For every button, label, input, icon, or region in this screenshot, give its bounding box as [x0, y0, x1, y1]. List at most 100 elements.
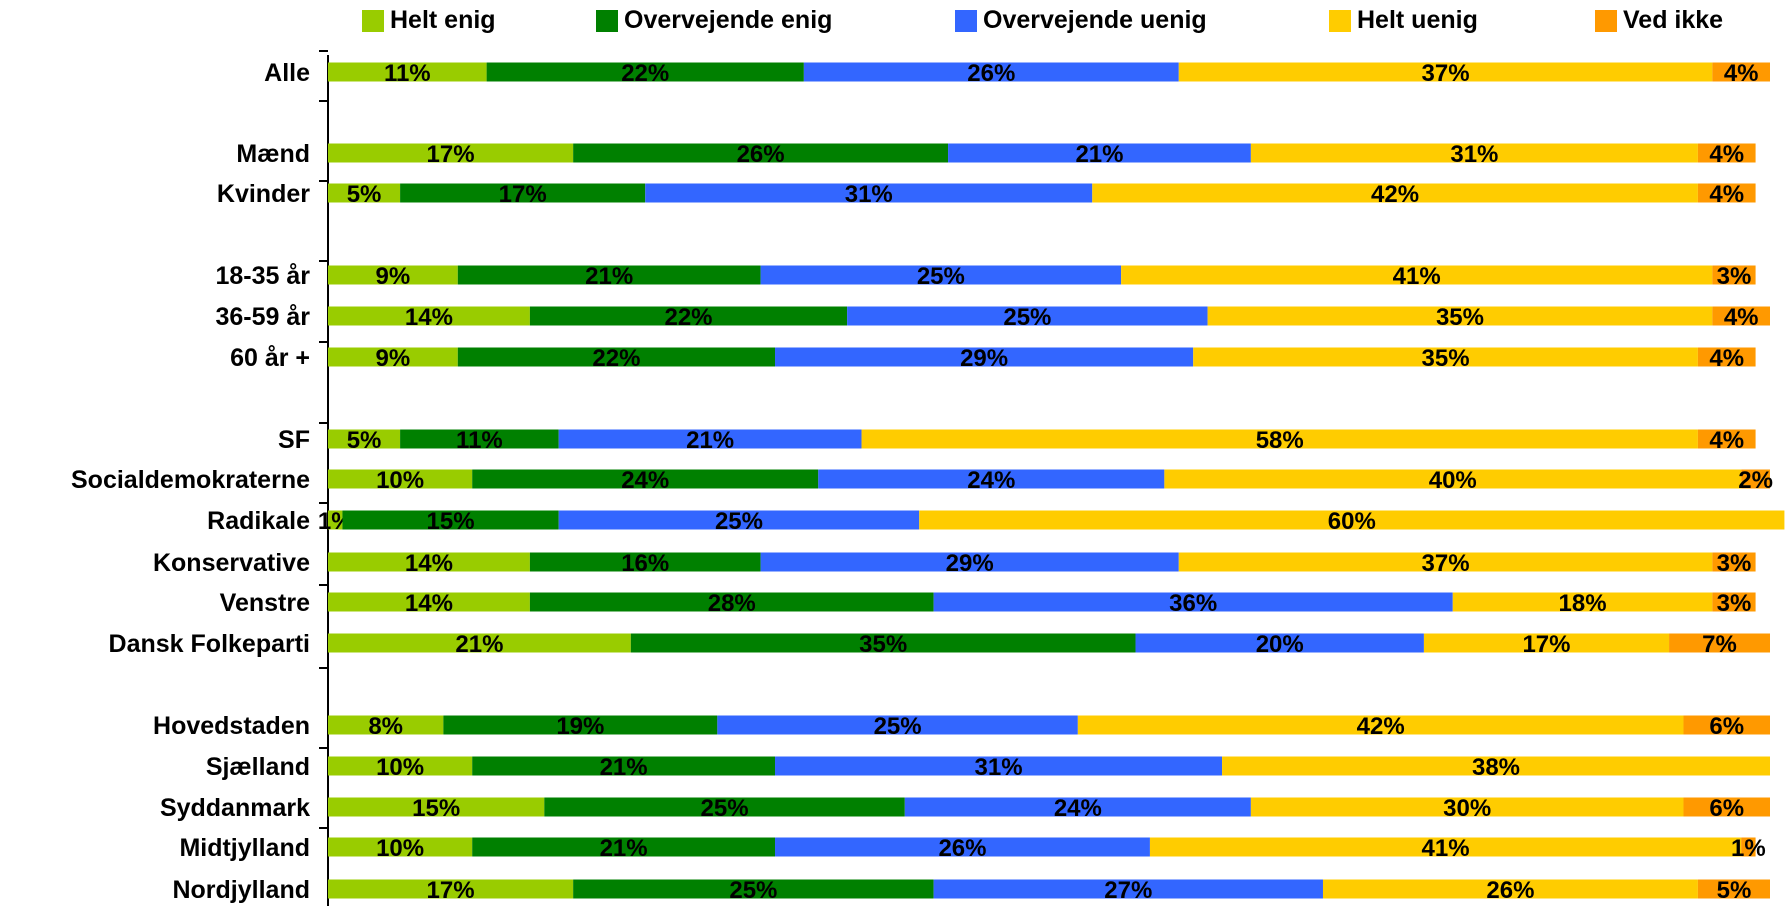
data-label: 6% — [1709, 713, 1744, 740]
legend-label: Overvejende uenig — [983, 6, 1207, 34]
bar-segment — [775, 837, 1150, 857]
bar-segment — [1135, 633, 1424, 653]
bar-segment — [1178, 62, 1713, 82]
data-label: 5% — [1717, 877, 1752, 904]
data-label: 3% — [1717, 550, 1752, 577]
data-label: 24% — [967, 467, 1015, 494]
legend-swatch — [1595, 9, 1617, 32]
data-label: 4% — [1724, 304, 1759, 331]
category-label: Midtjylland — [179, 834, 310, 862]
data-label: 35% — [859, 631, 907, 658]
data-label: 4% — [1709, 181, 1744, 208]
bar-segment — [328, 633, 631, 653]
data-label: 36% — [1169, 590, 1217, 617]
category-label: 18-35 år — [215, 262, 310, 290]
data-label: 25% — [729, 877, 777, 904]
data-label: 14% — [405, 590, 453, 617]
data-label: 42% — [1371, 181, 1419, 208]
data-label: 11% — [456, 427, 503, 454]
data-label: 7% — [1702, 631, 1737, 658]
category-label: Sjælland — [206, 753, 310, 781]
data-label: 35% — [1422, 345, 1470, 372]
data-label: 35% — [1436, 304, 1484, 331]
legend-label: Helt uenig — [1357, 6, 1478, 34]
data-label: 38% — [1472, 754, 1520, 781]
data-label: 42% — [1357, 713, 1405, 740]
data-label: 37% — [1422, 550, 1470, 577]
bar-segment — [760, 265, 1122, 285]
data-label: 10% — [376, 467, 424, 494]
data-label: 19% — [556, 713, 604, 740]
bar-segment — [717, 715, 1078, 735]
category-label: Syddanmark — [160, 794, 310, 822]
legend-item: Helt enig — [362, 6, 496, 35]
bar-segment — [1193, 347, 1698, 367]
data-label: 8% — [368, 713, 403, 740]
bar-segment — [904, 797, 1251, 817]
data-label: 5% — [347, 427, 382, 454]
category-label: Kvinder — [217, 180, 310, 208]
data-label: 21% — [455, 631, 503, 658]
legend-item: Ved ikke — [1595, 6, 1723, 35]
bar-segment — [645, 183, 1093, 203]
legend-label: Ved ikke — [1623, 6, 1724, 34]
category-label: Alle — [264, 59, 310, 87]
bar-segment — [1207, 306, 1713, 326]
bar-segment — [328, 429, 401, 449]
data-label: 29% — [960, 345, 1008, 372]
bar-segment — [328, 715, 444, 735]
category-label: Venstre — [220, 589, 310, 617]
bar-segment — [342, 510, 559, 530]
bar-segment — [328, 469, 473, 489]
bar-segment — [1712, 265, 1756, 285]
bar-segment — [443, 715, 718, 735]
data-label: 17% — [499, 181, 547, 208]
bar-segment — [1697, 183, 1756, 203]
bar-segment — [558, 510, 920, 530]
legend-item: Overvejende uenig — [955, 6, 1207, 35]
data-label: 10% — [376, 754, 424, 781]
bar-segment — [1222, 756, 1770, 776]
bar-segment — [328, 183, 401, 203]
data-label: 3% — [1717, 590, 1752, 617]
bar-segment — [760, 552, 1179, 572]
bar-segment — [328, 306, 530, 326]
bar-segment — [1712, 552, 1756, 572]
data-label: 21% — [585, 263, 633, 290]
bar-segment — [775, 756, 1223, 776]
bar-segment — [472, 837, 776, 857]
bar-segment — [1121, 265, 1713, 285]
bar-segment — [1741, 837, 1756, 857]
data-label: 4% — [1724, 60, 1759, 87]
legend-item: Overvejende enig — [596, 6, 832, 35]
bar-segment — [1697, 143, 1756, 163]
legend-swatch — [596, 9, 618, 32]
bar-segment — [1250, 143, 1698, 163]
legend-item: Helt uenig — [1329, 6, 1478, 35]
bar-segment — [529, 306, 848, 326]
bar-segment — [1669, 633, 1770, 653]
data-label: 4% — [1709, 427, 1744, 454]
data-label: 14% — [405, 550, 453, 577]
bar-segment — [861, 429, 1698, 449]
data-label: 24% — [621, 467, 669, 494]
data-label: 27% — [1104, 877, 1152, 904]
category-label: Hovedstaden — [153, 712, 310, 740]
bar-segment — [328, 510, 343, 530]
bar-segment — [1077, 715, 1684, 735]
bar-segment — [328, 265, 458, 285]
bar-segment — [1250, 797, 1684, 817]
data-label: 30% — [1443, 795, 1491, 822]
bar-segment — [529, 592, 934, 612]
data-label: 9% — [376, 345, 411, 372]
data-label: 17% — [427, 877, 475, 904]
legend-swatch — [1329, 9, 1351, 32]
data-label: 25% — [1003, 304, 1051, 331]
data-label: 10% — [376, 835, 424, 862]
category-label: Radikale — [207, 507, 310, 535]
data-label: 18% — [1559, 590, 1607, 617]
bar-segment — [328, 879, 574, 899]
data-label: 31% — [845, 181, 893, 208]
data-label: 4% — [1709, 345, 1744, 372]
bar-segment — [486, 62, 804, 82]
